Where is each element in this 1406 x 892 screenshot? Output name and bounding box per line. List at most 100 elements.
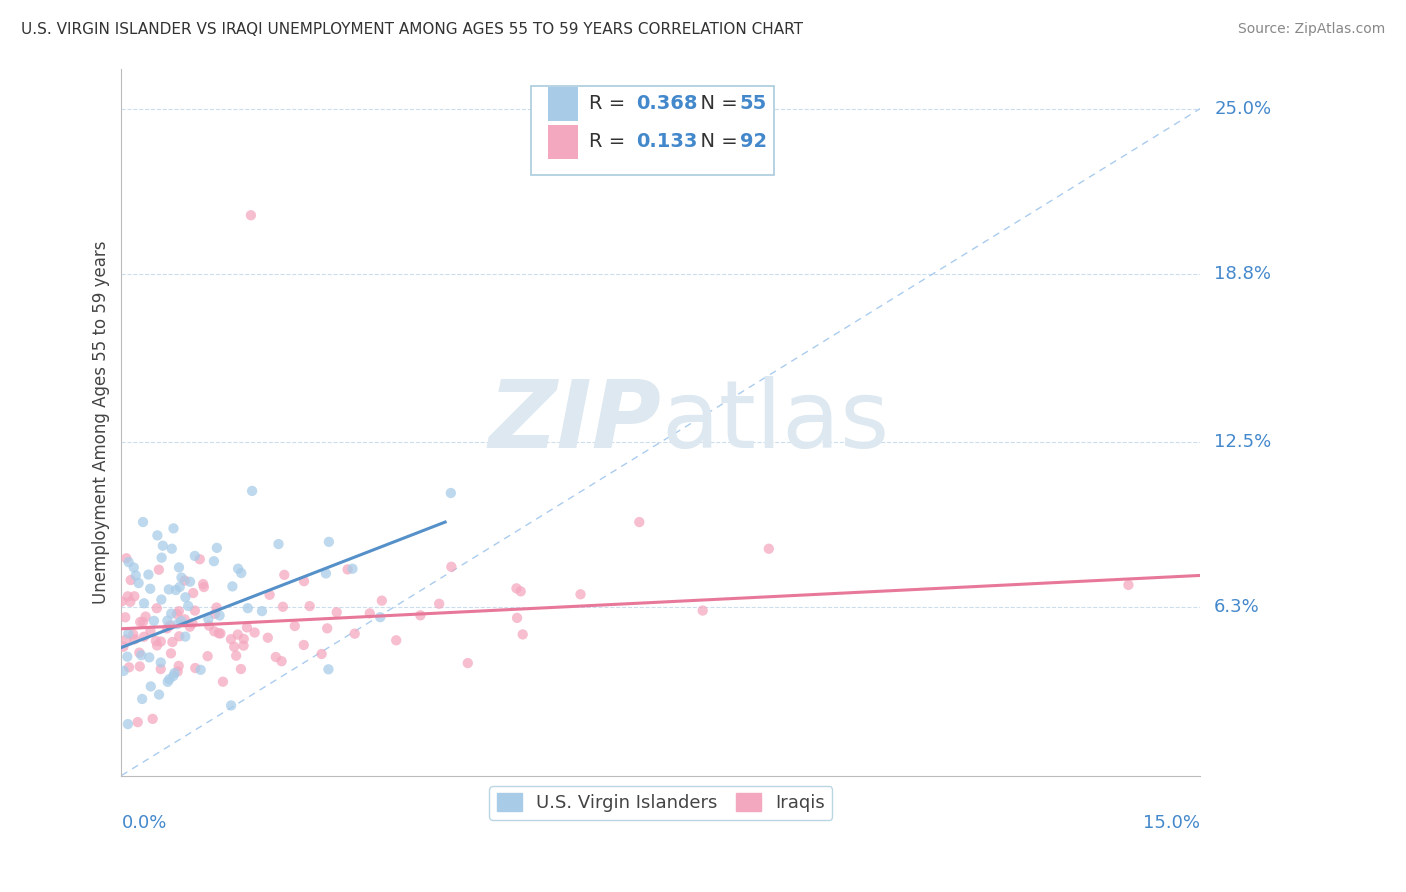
Point bbox=[160, 646, 183, 660]
Point bbox=[628, 515, 651, 529]
Point bbox=[368, 610, 391, 624]
Point bbox=[212, 674, 235, 689]
Point bbox=[152, 539, 174, 553]
Point bbox=[226, 562, 249, 576]
Point bbox=[758, 541, 780, 556]
Text: Source: ZipAtlas.com: Source: ZipAtlas.com bbox=[1237, 22, 1385, 37]
Point bbox=[160, 607, 183, 621]
Point bbox=[131, 692, 153, 706]
Point bbox=[190, 663, 212, 677]
Point bbox=[167, 560, 190, 574]
Text: N =: N = bbox=[688, 132, 751, 152]
Point bbox=[440, 559, 463, 574]
Point bbox=[118, 660, 141, 674]
Point bbox=[146, 639, 169, 653]
Point bbox=[204, 607, 226, 621]
Point bbox=[122, 560, 145, 574]
Point bbox=[208, 626, 231, 640]
Point bbox=[219, 698, 242, 713]
Point bbox=[174, 630, 197, 644]
Point bbox=[505, 582, 527, 596]
Point bbox=[219, 632, 242, 647]
Point bbox=[259, 588, 281, 602]
Point bbox=[115, 632, 138, 647]
Point bbox=[150, 550, 173, 565]
FancyBboxPatch shape bbox=[547, 125, 578, 159]
Text: 18.8%: 18.8% bbox=[1215, 265, 1271, 283]
Point bbox=[117, 626, 139, 640]
Text: 92: 92 bbox=[740, 132, 766, 152]
Text: ZIP: ZIP bbox=[488, 376, 661, 468]
Text: 12.5%: 12.5% bbox=[1215, 433, 1271, 451]
Point bbox=[221, 579, 243, 593]
Text: 25.0%: 25.0% bbox=[1215, 100, 1271, 118]
Point bbox=[129, 648, 152, 663]
Point bbox=[127, 715, 149, 730]
Point bbox=[139, 680, 162, 694]
Point bbox=[112, 640, 135, 654]
Point bbox=[159, 618, 181, 632]
Point bbox=[325, 605, 347, 619]
Point bbox=[427, 597, 450, 611]
Point bbox=[239, 208, 262, 222]
Point bbox=[174, 591, 197, 605]
Point bbox=[298, 599, 321, 614]
Point bbox=[149, 634, 172, 648]
Point bbox=[135, 609, 157, 624]
Point bbox=[205, 541, 228, 555]
Point bbox=[232, 632, 254, 646]
Point bbox=[209, 626, 232, 640]
Point bbox=[132, 630, 155, 644]
Point bbox=[509, 584, 531, 599]
Point bbox=[197, 649, 219, 664]
Point bbox=[457, 656, 479, 670]
Point bbox=[179, 620, 201, 634]
Point bbox=[117, 649, 139, 664]
Point bbox=[336, 562, 359, 576]
Point bbox=[149, 656, 172, 670]
Point bbox=[506, 611, 529, 625]
Point bbox=[318, 662, 340, 676]
Point bbox=[198, 618, 221, 632]
Point bbox=[692, 603, 714, 617]
Point bbox=[156, 621, 179, 635]
Point bbox=[128, 659, 150, 673]
Point bbox=[167, 604, 190, 618]
Point bbox=[150, 592, 173, 607]
Point bbox=[173, 612, 195, 626]
Point bbox=[162, 669, 184, 683]
Point bbox=[124, 632, 146, 647]
Point bbox=[169, 580, 191, 594]
Point bbox=[179, 574, 201, 589]
Point bbox=[124, 589, 146, 603]
Point bbox=[167, 629, 190, 643]
Point bbox=[205, 600, 228, 615]
Point bbox=[229, 662, 252, 676]
Point bbox=[120, 595, 142, 609]
Text: 55: 55 bbox=[740, 95, 766, 113]
Point bbox=[163, 666, 186, 681]
Point bbox=[236, 601, 259, 615]
Point bbox=[117, 555, 139, 569]
Point bbox=[146, 528, 169, 542]
Point bbox=[232, 639, 254, 653]
Point bbox=[193, 580, 215, 594]
Point bbox=[173, 574, 195, 588]
Point bbox=[166, 617, 188, 632]
Text: 0.368: 0.368 bbox=[636, 95, 697, 113]
Point bbox=[111, 594, 134, 608]
Point bbox=[129, 615, 152, 629]
Point bbox=[197, 612, 219, 626]
Point bbox=[117, 717, 139, 731]
Point bbox=[162, 635, 184, 649]
Point bbox=[311, 647, 333, 661]
Point bbox=[256, 631, 278, 645]
Point bbox=[148, 688, 170, 702]
Y-axis label: Unemployment Among Ages 55 to 59 years: Unemployment Among Ages 55 to 59 years bbox=[93, 240, 110, 604]
Point bbox=[170, 614, 193, 628]
Point bbox=[191, 577, 214, 591]
Text: R =: R = bbox=[589, 95, 637, 113]
Point bbox=[138, 567, 160, 582]
Point bbox=[188, 552, 211, 566]
Point bbox=[270, 654, 292, 668]
